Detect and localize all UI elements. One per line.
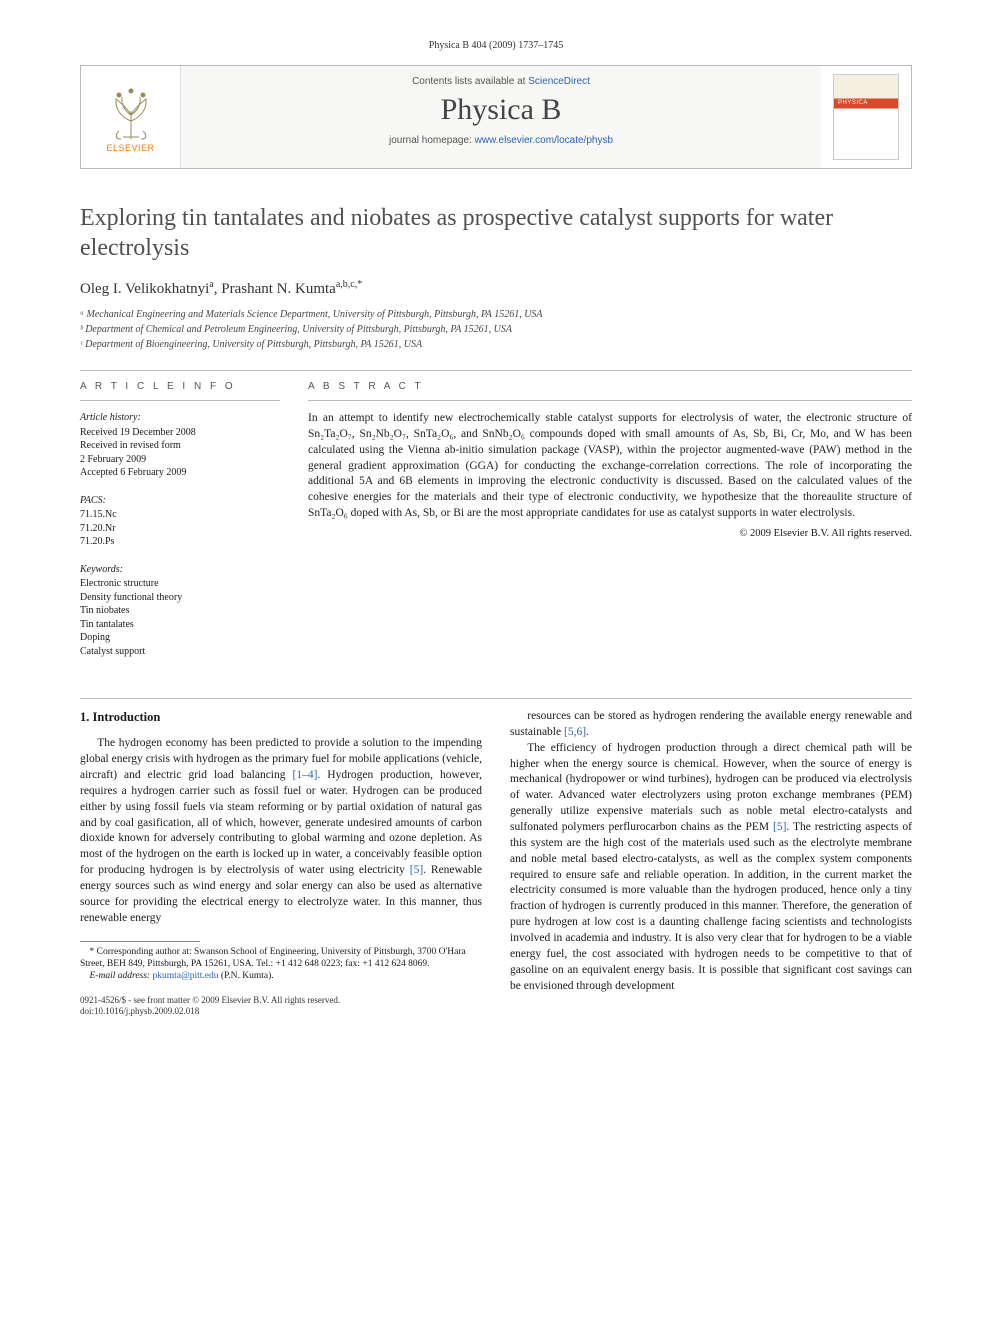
pacs-block: PACS: 71.15.Nc 71.20.Nr 71.20.Ps xyxy=(80,494,280,549)
affiliation-a: ᵃ Mechanical Engineering and Materials S… xyxy=(80,308,912,322)
email-owner: (P.N. Kumta). xyxy=(219,971,274,981)
keyword: Electronic structure xyxy=(80,577,280,591)
article-info-column: A R T I C L E I N F O Article history: R… xyxy=(80,381,280,672)
history-line: Accepted 6 February 2009 xyxy=(80,466,280,480)
divider xyxy=(80,400,280,401)
affiliation-b: ᵇ Department of Chemical and Petroleum E… xyxy=(80,323,912,337)
body-paragraph: The hydrogen economy has been predicted … xyxy=(80,736,482,926)
abstract-label: A B S T R A C T xyxy=(308,381,912,392)
cover-thumb-block xyxy=(821,66,911,168)
divider xyxy=(308,400,912,401)
footnote-rule xyxy=(80,941,200,942)
header-center: Contents lists available at ScienceDirec… xyxy=(181,66,821,168)
info-abstract-row: A R T I C L E I N F O Article history: R… xyxy=(80,381,912,672)
divider xyxy=(80,698,912,699)
body-paragraph: resources can be stored as hydrogen rend… xyxy=(510,709,912,741)
keyword: Tin niobates xyxy=(80,604,280,618)
keyword: Tin tantalates xyxy=(80,618,280,632)
author-2-sup: a,b,c,* xyxy=(336,279,362,290)
keyword: Doping xyxy=(80,631,280,645)
history-head: Article history: xyxy=(80,411,280,425)
pacs-code: 71.20.Nr xyxy=(80,522,280,536)
keyword: Density functional theory xyxy=(80,591,280,605)
running-head: Physica B 404 (2009) 1737–1745 xyxy=(80,40,912,51)
issn-line: 0921-4526/$ - see front matter © 2009 El… xyxy=(80,995,482,1007)
abstract-text: In an attempt to identify new electroche… xyxy=(308,411,912,522)
corr-author-text: * Corresponding author at: Swanson Schoo… xyxy=(80,946,482,971)
keyword: Catalyst support xyxy=(80,645,280,659)
body-columns: 1. Introduction The hydrogen economy has… xyxy=(80,709,912,1018)
corr-email-line: E-mail address: pkumta@pitt.edu (P.N. Ku… xyxy=(80,970,482,982)
publisher-logo-block: ELSEVIER xyxy=(81,66,181,168)
doi-line: doi:10.1016/j.physb.2009.02.018 xyxy=(80,1006,482,1018)
contents-line: Contents lists available at ScienceDirec… xyxy=(187,76,815,87)
author-1: Oleg I. Velikokhatnyi xyxy=(80,281,209,297)
homepage-link[interactable]: www.elsevier.com/locate/physb xyxy=(475,135,613,146)
elsevier-tree-icon xyxy=(101,81,161,141)
email-label: E-mail address: xyxy=(90,971,153,981)
bottom-meta: 0921-4526/$ - see front matter © 2009 El… xyxy=(80,995,482,1018)
body-paragraph: The efficiency of hydrogen production th… xyxy=(510,741,912,995)
corr-email-link[interactable]: pkumta@pitt.edu xyxy=(152,971,218,981)
contents-prefix: Contents lists available at xyxy=(412,76,528,87)
keywords-head: Keywords: xyxy=(80,563,280,577)
keywords-block: Keywords: Electronic structure Density f… xyxy=(80,563,280,659)
history-line: Received in revised form xyxy=(80,439,280,453)
journal-homepage: journal homepage: www.elsevier.com/locat… xyxy=(187,135,815,146)
journal-name: Physica B xyxy=(187,93,815,127)
journal-header: ELSEVIER Contents lists available at Sci… xyxy=(80,65,912,169)
section-heading-1: 1. Introduction xyxy=(80,709,482,726)
abstract-column: A B S T R A C T In an attempt to identif… xyxy=(308,381,912,672)
article-title: Exploring tin tantalates and niobates as… xyxy=(80,203,912,263)
history-line: Received 19 December 2008 xyxy=(80,426,280,440)
homepage-prefix: journal homepage: xyxy=(389,135,475,146)
author-1-sup: a xyxy=(209,279,213,290)
affiliation-c: ᶜ Department of Bioengineering, Universi… xyxy=(80,338,912,352)
affiliations: ᵃ Mechanical Engineering and Materials S… xyxy=(80,308,912,352)
article-info-label: A R T I C L E I N F O xyxy=(80,381,280,392)
author-2: Prashant N. Kumta xyxy=(221,281,336,297)
sciencedirect-link[interactable]: ScienceDirect xyxy=(528,76,590,87)
pacs-code: 71.15.Nc xyxy=(80,508,280,522)
history-line: 2 February 2009 xyxy=(80,453,280,467)
journal-cover-icon xyxy=(833,74,899,160)
pacs-code: 71.20.Ps xyxy=(80,535,280,549)
abstract-copyright: © 2009 Elsevier B.V. All rights reserved… xyxy=(308,528,912,539)
article-history: Article history: Received 19 December 20… xyxy=(80,411,280,480)
publisher-name: ELSEVIER xyxy=(106,143,154,153)
corresponding-footnote: * Corresponding author at: Swanson Schoo… xyxy=(80,946,482,983)
divider xyxy=(80,370,912,371)
authors: Oleg I. Velikokhatnyia, Prashant N. Kumt… xyxy=(80,279,912,298)
pacs-head: PACS: xyxy=(80,494,280,508)
